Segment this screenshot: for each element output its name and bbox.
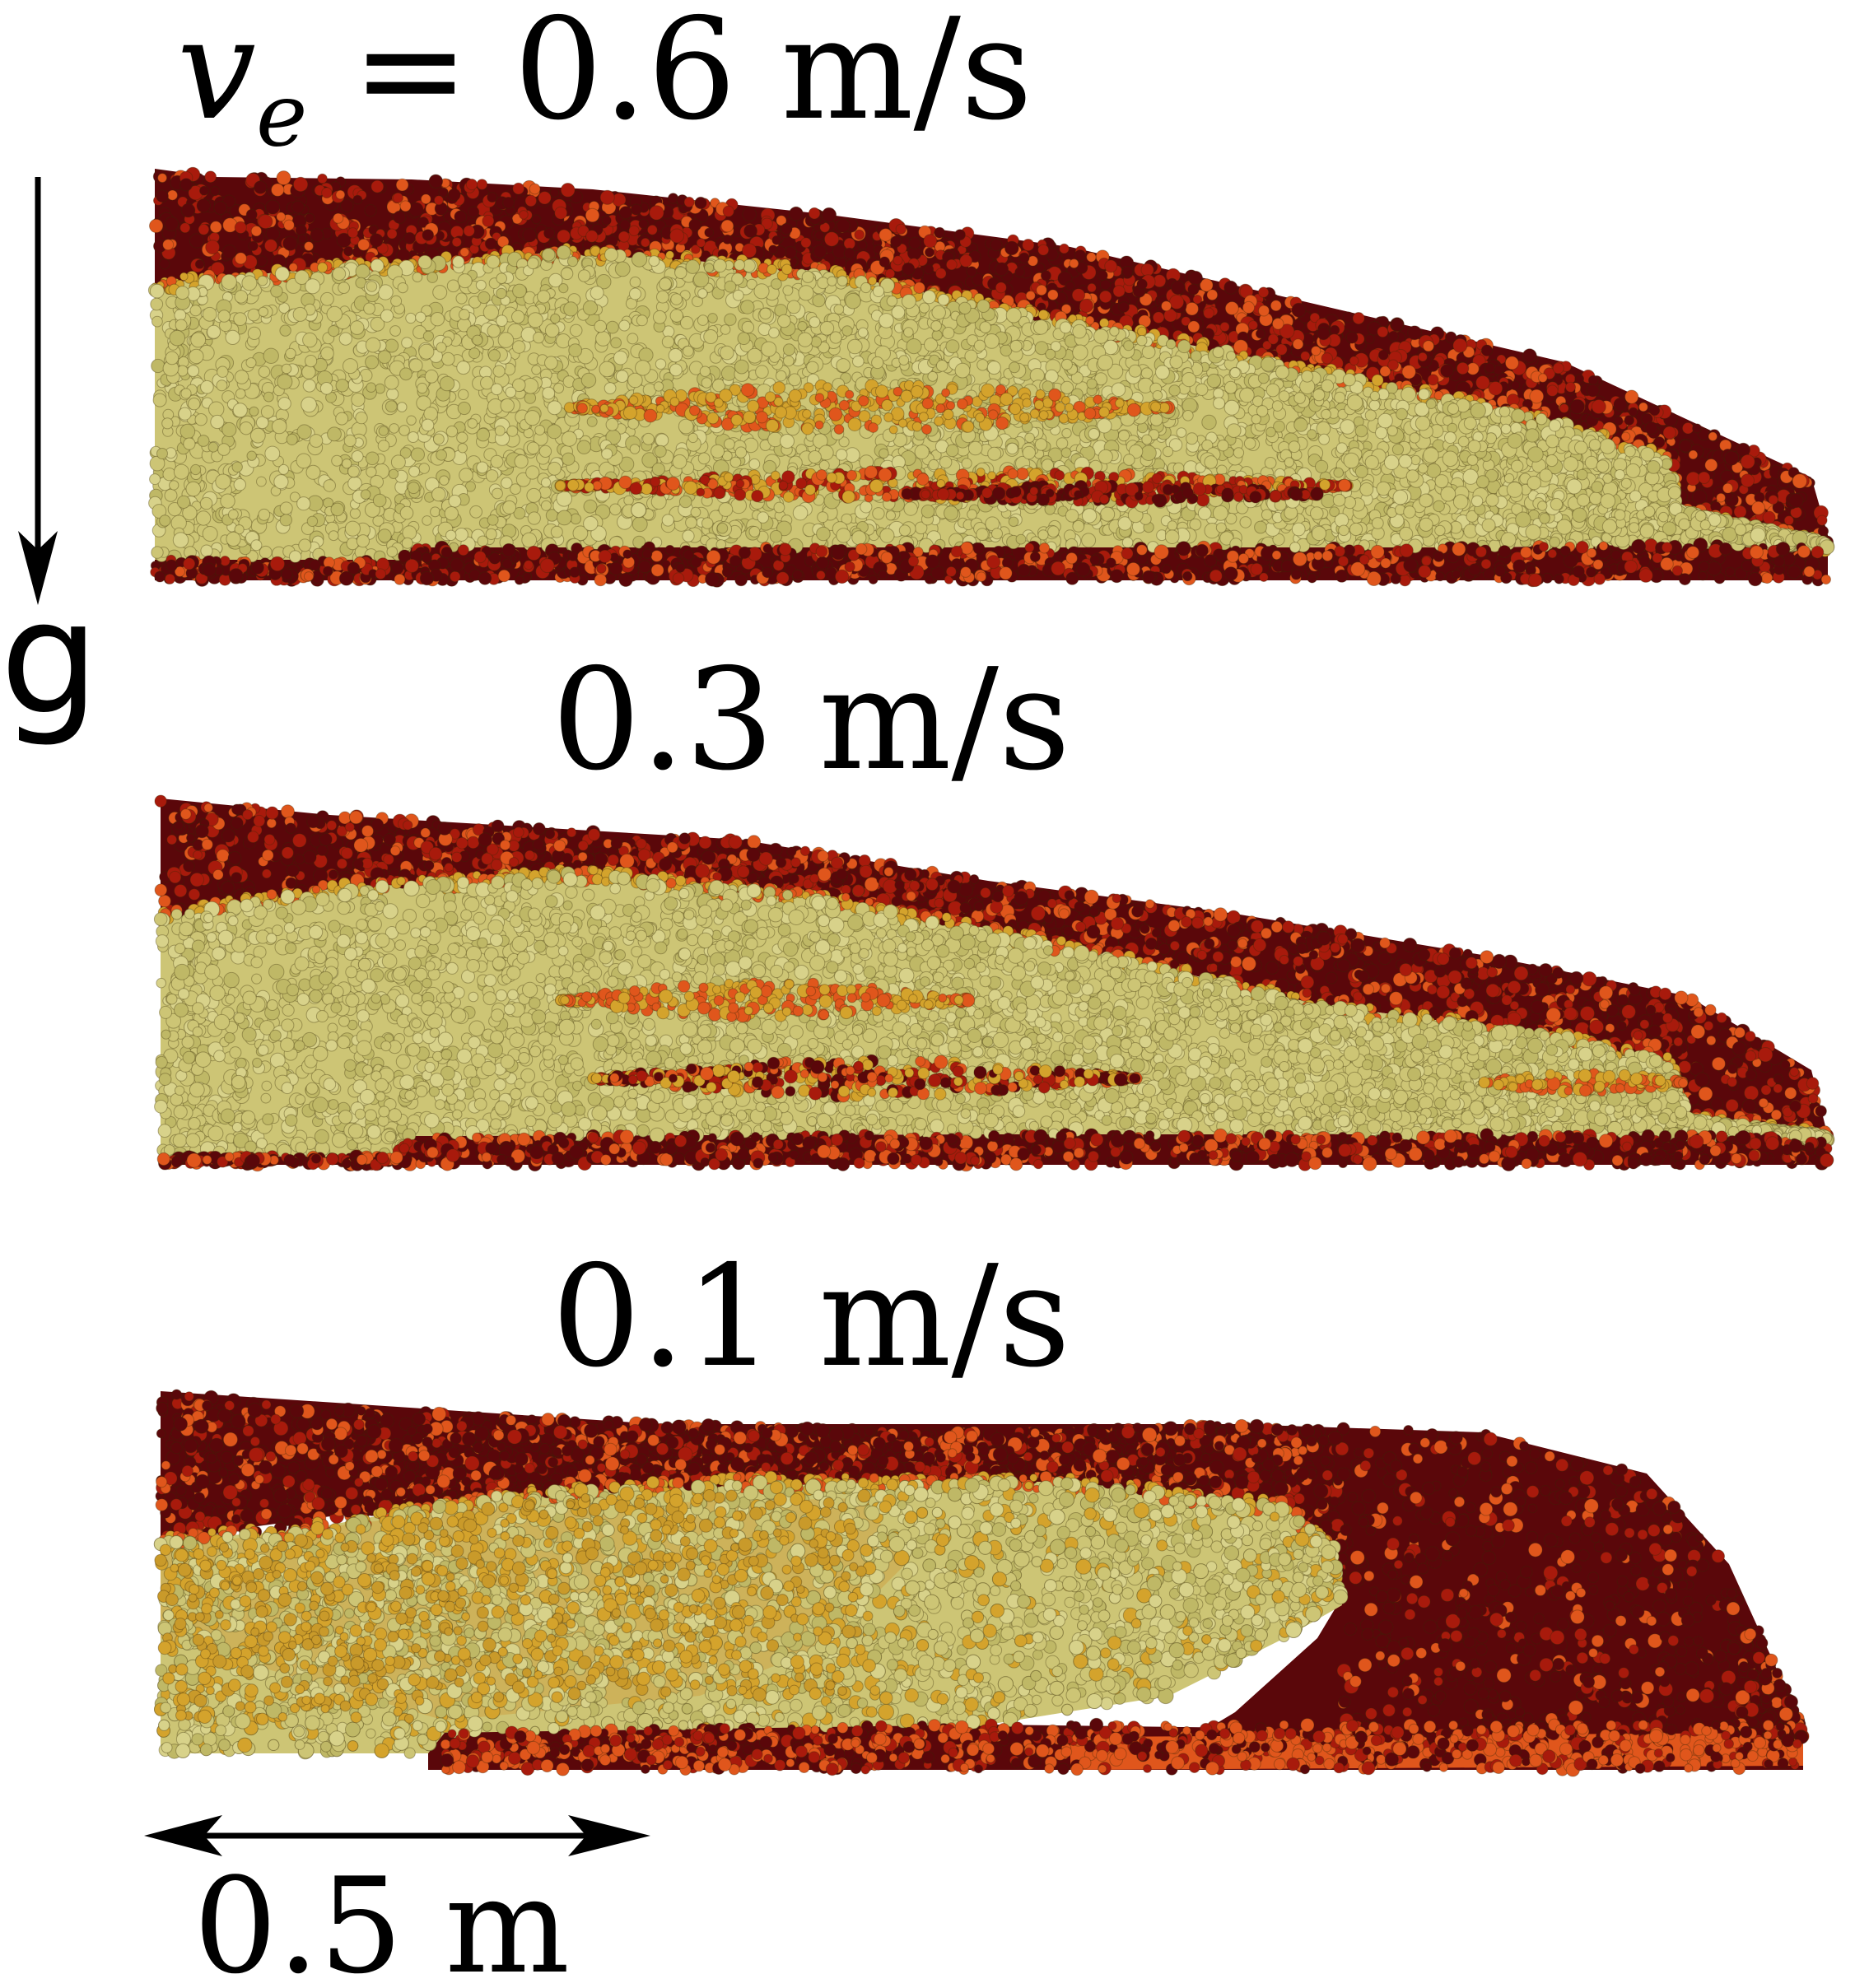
gravity-arrow (18, 177, 58, 605)
panel-2-particle-cross-section (153, 1389, 1810, 1777)
scale-bar-label: 0.5 m (193, 1860, 570, 1988)
gravity-label: g (0, 580, 100, 737)
velocity-subscript: e (256, 65, 307, 166)
panel-1-title: 0.3 m/s (552, 650, 1070, 790)
panel-0-title: ve = 0.6 m/s (177, 0, 1032, 159)
panel-1-particle-cross-section (153, 794, 1835, 1172)
panel-2-title: 0.1 m/s (552, 1247, 1070, 1387)
panel-0-velocity-label: 0.6 m/s (514, 0, 1032, 151)
scale-bar-arrow (144, 1815, 650, 1856)
velocity-symbol: v (177, 0, 256, 151)
equals-sign: = (352, 0, 468, 151)
panel-0-particle-cross-section (147, 166, 1835, 588)
